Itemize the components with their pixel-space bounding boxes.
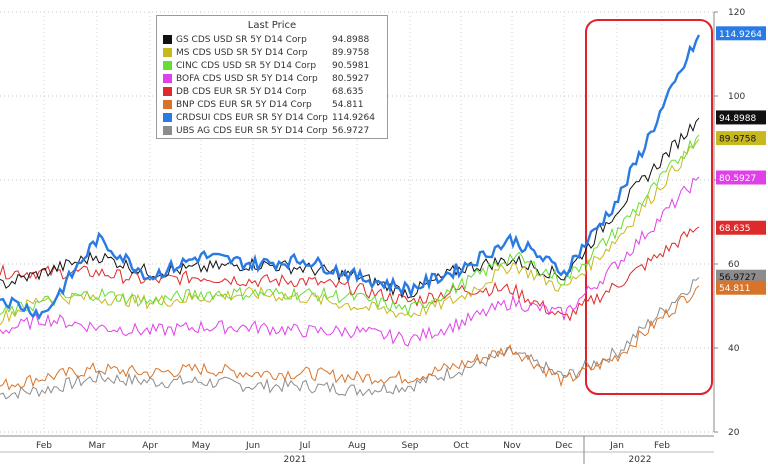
x-tick-label: Feb	[36, 441, 52, 451]
series-line-4	[0, 226, 700, 322]
last-price-badge	[716, 280, 766, 295]
y-tick-label: 100	[728, 92, 745, 102]
last-price-badge	[716, 131, 766, 146]
legend-last-price: 54.811	[332, 99, 364, 110]
y-tick-label: 20	[728, 428, 740, 438]
legend-swatch	[163, 35, 172, 44]
legend-series-name: GS CDS USD SR 5Y D14 Corp	[176, 34, 307, 45]
series-line-3	[0, 176, 700, 347]
legend-series-name: CINC CDS USD SR 5Y D14 Corp	[176, 60, 317, 71]
last-price-badge-text: 56.9727	[719, 273, 756, 283]
legend-entry: CINC CDS USD SR 5Y D14 Corp 90.5981	[157, 59, 387, 72]
x-tick-label: Mar	[89, 441, 106, 451]
x-tick-label: Jun	[245, 441, 260, 451]
last-price-badges: 114.9264 94.8988 89.9758 80.5927 68.635 56.97…	[716, 26, 766, 295]
last-price-badge	[716, 26, 766, 41]
legend-entry: CRDSUI CDS EUR SR 5Y D14 Corp 114.9264	[157, 111, 387, 124]
last-price-badge-text: 68.635	[719, 224, 751, 234]
x-tick-label: Dec	[555, 441, 572, 451]
legend: Last Price GS CDS USD SR 5Y D14 Corp 94.8…	[156, 15, 388, 139]
legend-swatch	[163, 113, 172, 122]
legend-entry: MS CDS USD SR 5Y D14 Corp 89.9758	[157, 46, 387, 59]
x-tick-label: Aug	[348, 441, 366, 451]
legend-last-price: 80.5927	[332, 73, 370, 84]
last-price-badge	[716, 220, 766, 235]
series-line-0	[0, 117, 700, 299]
legend-swatch	[163, 87, 172, 96]
legend-last-price: 56.9727	[332, 125, 370, 136]
series-line-2	[0, 134, 700, 317]
legend-series-name: BOFA CDS USD SR 5Y D14 Corp	[176, 73, 318, 84]
highlight-rectangle	[585, 19, 713, 395]
legend-swatch	[163, 126, 172, 135]
legend-last-price: 68.635	[332, 86, 364, 97]
last-price-badge-text: 114.9264	[719, 30, 762, 40]
legend-swatch	[163, 48, 172, 57]
last-price-badge	[716, 110, 766, 125]
legend-entry: UBS AG CDS EUR SR 5Y D14 Corp 56.9727	[157, 124, 387, 137]
legend-swatch	[163, 100, 172, 109]
last-price-badge	[716, 170, 766, 185]
series-line-5	[0, 285, 700, 391]
x-tick-label: Apr	[142, 441, 158, 451]
legend-entry: BNP CDS EUR SR 5Y D14 Corp 54.811	[157, 98, 387, 111]
last-price-badge-text: 54.811	[719, 284, 751, 294]
legend-title: Last Price	[247, 20, 297, 31]
x-axis: Feb Mar Apr May Jun Jul Aug Sep Oct Nov Dec Jan Feb2…	[0, 435, 714, 464]
legend-rows: GS CDS USD SR 5Y D14 Corp 94.8988 MS CDS U…	[157, 33, 387, 137]
x-tick-label: Sep	[402, 441, 419, 451]
legend-entry: GS CDS USD SR 5Y D14 Corp 94.8988	[157, 33, 387, 46]
legend-series-name: DB CDS EUR SR 5Y D14 Corp	[176, 86, 307, 97]
last-price-badge-text: 80.5927	[719, 174, 756, 184]
legend-series-name: MS CDS USD SR 5Y D14 Corp	[176, 47, 308, 58]
x-tick-label: Jul	[299, 441, 311, 451]
legend-series-name: BNP CDS EUR SR 5Y D14 Corp	[176, 99, 312, 110]
legend-swatch	[163, 74, 172, 83]
y-tick-label: 120	[728, 8, 745, 18]
legend-last-price: 114.9264	[332, 112, 375, 123]
last-price-badge-text: 89.9758	[719, 135, 756, 145]
x-tick-label: Jan	[609, 441, 624, 451]
legend-swatch	[163, 61, 172, 70]
y-tick-label: 60	[728, 260, 740, 270]
legend-series-name: CRDSUI CDS EUR SR 5Y D14 Corp	[176, 112, 328, 123]
series-line-1	[0, 138, 700, 326]
legend-entry: BOFA CDS USD SR 5Y D14 Corp 80.5927	[157, 72, 387, 85]
legend-last-price: 94.8988	[332, 34, 370, 45]
y-tick-label: 40	[728, 344, 740, 354]
x-tick-label: May	[192, 441, 211, 451]
series-lines	[0, 34, 701, 400]
year-label: 2022	[629, 455, 652, 464]
legend-last-price: 89.9758	[332, 47, 370, 58]
legend-series-name: UBS AG CDS EUR SR 5Y D14 Corp	[176, 125, 328, 136]
x-tick-label: Oct	[453, 441, 469, 451]
series-line-6	[0, 34, 701, 321]
last-price-badge-text: 94.8988	[719, 114, 756, 124]
legend-entry: DB CDS EUR SR 5Y D14 Corp 68.635	[157, 85, 387, 98]
year-label: 2021	[284, 455, 307, 464]
highlight-box	[585, 19, 713, 395]
last-price-badge	[716, 269, 766, 284]
x-tick-label: Feb	[654, 441, 670, 451]
x-tick-label: Nov	[503, 441, 521, 451]
legend-last-price: 90.5981	[332, 60, 370, 71]
